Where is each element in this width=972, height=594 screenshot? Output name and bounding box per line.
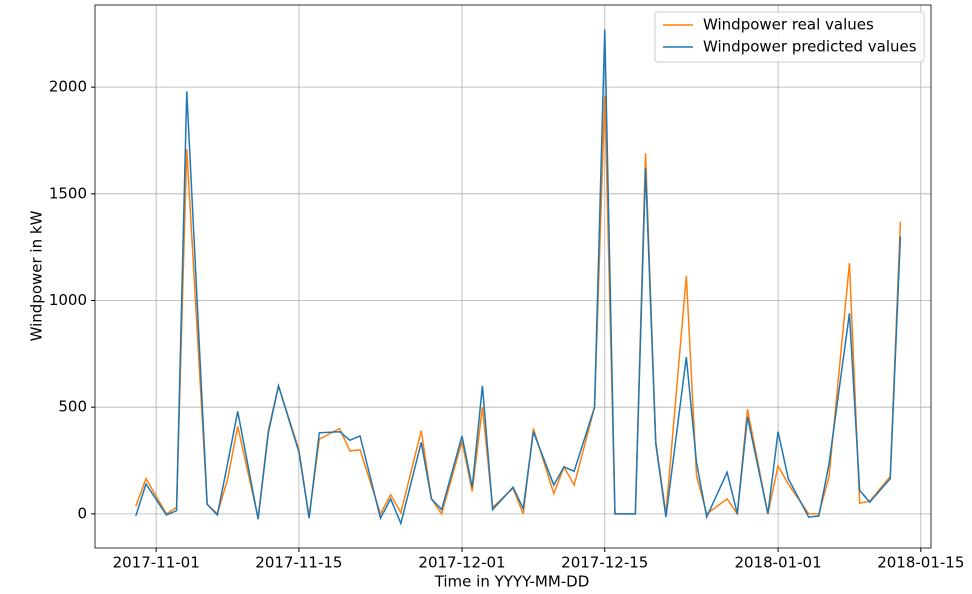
x-axis-label: Time in YYYY-MM-DD xyxy=(434,573,590,591)
legend-label: Windpower real values xyxy=(703,16,874,34)
legend-box xyxy=(654,11,925,63)
x-tick-label: 2017-12-15 xyxy=(561,554,648,572)
y-axis-label: Windpower in kW xyxy=(28,210,46,341)
series-line xyxy=(135,29,902,526)
x-tick-label: 2017-11-15 xyxy=(255,554,342,572)
legend-label: Windpower predicted values xyxy=(703,38,917,56)
x-tick-label: 2017-12-01 xyxy=(418,554,505,572)
x-tick-label: 2017-11-01 xyxy=(113,554,200,572)
y-tick-label: 1500 xyxy=(49,184,87,202)
x-tick-label: 2018-01-01 xyxy=(734,554,821,572)
y-tick-label: 2000 xyxy=(49,78,87,96)
y-tick-label: 0 xyxy=(77,504,87,522)
x-tick-label: 2018-01-15 xyxy=(877,554,964,572)
plot-frame xyxy=(94,4,932,549)
y-tick-label: 500 xyxy=(58,398,87,416)
series-line xyxy=(135,95,902,519)
y-tick-label: 1000 xyxy=(49,291,87,309)
